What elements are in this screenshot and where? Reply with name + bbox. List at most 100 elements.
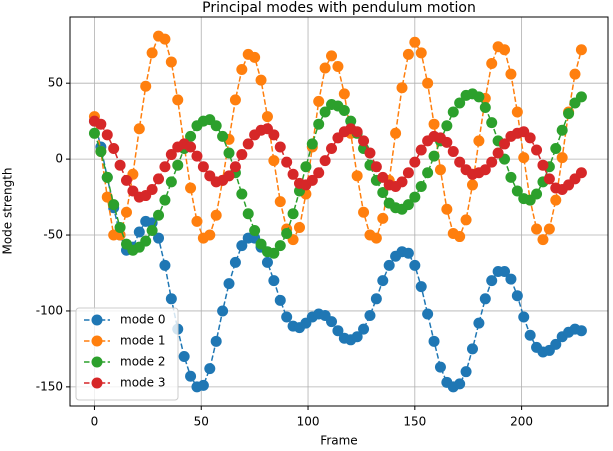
data-point (249, 51, 261, 63)
data-point (422, 77, 434, 89)
data-point (114, 159, 126, 171)
data-point (101, 191, 113, 203)
x-axis-label: Frame (320, 434, 357, 448)
data-point (409, 191, 421, 203)
data-point (377, 171, 389, 183)
data-point (236, 188, 248, 200)
data-point (140, 235, 152, 247)
data-point (415, 47, 427, 59)
data-point (377, 275, 389, 287)
data-point (473, 91, 485, 103)
data-point (460, 366, 472, 378)
data-point (242, 138, 254, 150)
data-point (108, 199, 120, 211)
legend-label: mode 0 (120, 313, 165, 327)
data-point (537, 234, 549, 246)
data-point (479, 101, 491, 113)
legend-marker (91, 377, 103, 389)
data-point (479, 164, 491, 176)
data-point (242, 208, 254, 220)
data-point (569, 68, 581, 80)
data-point (165, 56, 177, 68)
data-point (486, 117, 498, 129)
data-point (255, 74, 267, 86)
data-point (146, 224, 158, 236)
data-point (229, 256, 241, 268)
data-point (223, 170, 235, 182)
data-point (204, 229, 216, 241)
data-point (466, 343, 478, 355)
data-point (185, 370, 197, 382)
data-point (505, 68, 517, 80)
data-point (319, 62, 331, 74)
data-point (281, 156, 293, 168)
y-tick-label: -50 (43, 228, 63, 242)
data-point (499, 265, 511, 277)
data-point (185, 182, 197, 194)
plot-frame (69, 16, 609, 407)
legend-label: mode 1 (120, 334, 165, 348)
data-point (217, 130, 229, 142)
data-point (415, 144, 427, 156)
data-point (313, 167, 325, 179)
data-point (300, 161, 312, 173)
data-point (332, 60, 344, 72)
data-point (447, 106, 459, 118)
data-point (402, 48, 414, 60)
data-point (556, 124, 568, 136)
data-point (428, 150, 440, 162)
data-point (281, 311, 293, 323)
data-point (550, 142, 562, 154)
data-point (114, 221, 126, 233)
data-point (351, 170, 363, 182)
data-point (531, 188, 543, 200)
data-point (120, 174, 132, 186)
data-point (261, 256, 273, 268)
data-point (351, 331, 363, 343)
data-point (293, 221, 305, 233)
data-point (133, 123, 145, 135)
data-point (370, 161, 382, 173)
y-axis-label: Mode strength (1, 167, 15, 254)
data-point (499, 44, 511, 56)
data-point (537, 159, 549, 171)
data-point (326, 50, 338, 62)
data-point (101, 171, 113, 183)
data-point (460, 214, 472, 226)
data-point (492, 147, 504, 159)
data-point (402, 167, 414, 179)
data-point (95, 146, 107, 158)
data-point (531, 144, 543, 156)
legend-marker (91, 356, 103, 368)
data-point (473, 135, 485, 147)
data-point (153, 209, 165, 221)
data-point (229, 161, 241, 173)
data-point (191, 150, 203, 162)
data-point (454, 97, 466, 109)
data-point (518, 152, 530, 164)
data-point (95, 118, 107, 130)
data-point (159, 194, 171, 206)
data-point (268, 275, 280, 287)
data-point (434, 164, 446, 176)
data-point (191, 215, 203, 227)
data-point (447, 146, 459, 158)
data-point (146, 47, 158, 59)
data-point (486, 57, 498, 69)
data-point (511, 290, 523, 302)
data-point (402, 199, 414, 211)
data-point (313, 95, 325, 107)
data-point (364, 310, 376, 322)
data-point (390, 127, 402, 139)
data-point (415, 281, 427, 293)
legend: mode 0 mode 1 mode 2 mode 3 (75, 307, 179, 401)
data-point (133, 226, 145, 238)
data-point (306, 138, 318, 150)
data-point (210, 335, 222, 347)
legend-box (75, 307, 179, 401)
data-point (543, 223, 555, 235)
y-tick-label: -100 (36, 303, 63, 317)
data-point (466, 179, 478, 191)
data-point (313, 118, 325, 130)
data-point (229, 94, 241, 106)
